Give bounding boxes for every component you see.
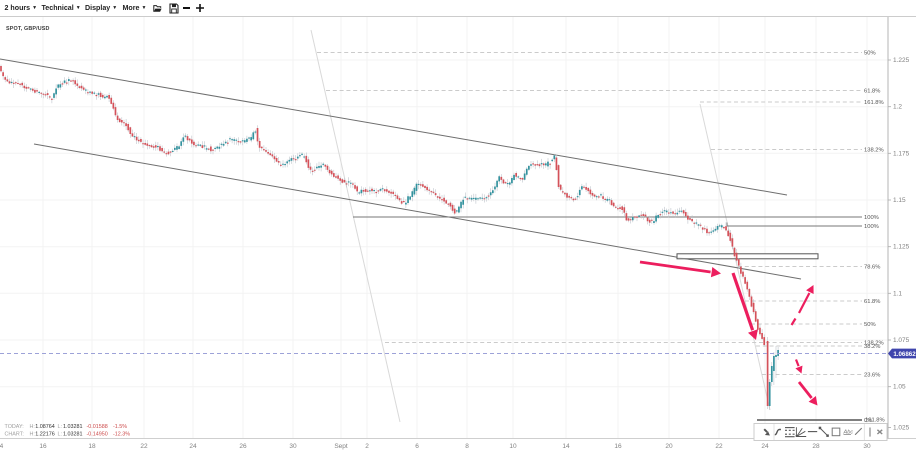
svg-text:1.025: 1.025 [893, 425, 910, 432]
svg-text:8: 8 [465, 443, 469, 450]
svg-text:CHART:: CHART: [5, 432, 24, 438]
svg-text:78.6%: 78.6% [864, 265, 880, 271]
svg-text:61.8%: 61.8% [864, 89, 880, 95]
svg-text:38.2%: 38.2% [864, 344, 880, 350]
svg-text:18: 18 [88, 443, 96, 450]
svg-text:10: 10 [509, 443, 517, 450]
svg-text:14: 14 [0, 443, 4, 450]
svg-text:H:: H: [30, 432, 35, 438]
svg-text:30: 30 [289, 443, 297, 450]
svg-text:50%: 50% [864, 51, 876, 57]
svg-text:1.075: 1.075 [893, 337, 910, 344]
svg-text:23.6%: 23.6% [864, 373, 880, 379]
svg-text:22: 22 [140, 443, 148, 450]
svg-text:6: 6 [415, 443, 419, 450]
svg-text:50%: 50% [864, 322, 876, 328]
svg-text:1.05: 1.05 [893, 384, 906, 391]
svg-text:L:: L: [58, 424, 63, 430]
svg-text:-0.14950: -0.14950 [87, 432, 108, 438]
svg-text:-0.01588: -0.01588 [87, 424, 108, 430]
svg-text:-1.5%: -1.5% [113, 424, 127, 430]
svg-text:28: 28 [812, 443, 820, 450]
svg-text:1.2: 1.2 [893, 104, 902, 111]
svg-text:Sept: Sept [334, 443, 348, 450]
svg-text:1.06862: 1.06862 [893, 351, 916, 358]
svg-text:138.2%: 138.2% [864, 148, 884, 154]
svg-text:100%: 100% [864, 215, 879, 221]
svg-text:161.8%: 161.8% [865, 417, 885, 423]
svg-text:1.22176: 1.22176 [35, 432, 55, 438]
svg-text:100%: 100% [864, 224, 879, 230]
svg-text:Abc: Abc [843, 430, 854, 436]
svg-text:14: 14 [562, 443, 570, 450]
svg-text:TODAY:: TODAY: [5, 424, 24, 430]
svg-text:16: 16 [39, 443, 47, 450]
svg-text:1.1: 1.1 [893, 290, 902, 297]
svg-text:24: 24 [189, 443, 197, 450]
svg-text:SPOT, GBP/USD: SPOT, GBP/USD [6, 26, 50, 32]
svg-text:16: 16 [614, 443, 622, 450]
svg-text:161.8%: 161.8% [864, 100, 884, 106]
svg-text:1.08764: 1.08764 [35, 424, 55, 430]
svg-text:H:: H: [30, 424, 35, 430]
svg-text:24: 24 [761, 443, 769, 450]
svg-text:0%: 0% [864, 418, 872, 424]
svg-text:1.225: 1.225 [893, 57, 910, 64]
svg-text:L:: L: [58, 432, 63, 438]
svg-text:1.03281: 1.03281 [63, 424, 83, 430]
svg-text:30: 30 [863, 443, 871, 450]
svg-text:22: 22 [715, 443, 723, 450]
svg-text:138.2%: 138.2% [864, 341, 884, 347]
svg-text:-12.3%: -12.3% [113, 432, 130, 438]
svg-text:61.8%: 61.8% [864, 299, 880, 305]
svg-text:1.125: 1.125 [893, 244, 910, 251]
svg-text:26: 26 [239, 443, 247, 450]
svg-text:1.15: 1.15 [893, 197, 906, 204]
svg-text:1.03281: 1.03281 [63, 432, 83, 438]
svg-text:2: 2 [365, 443, 369, 450]
svg-text:20: 20 [665, 443, 673, 450]
svg-text:1.175: 1.175 [893, 150, 910, 157]
